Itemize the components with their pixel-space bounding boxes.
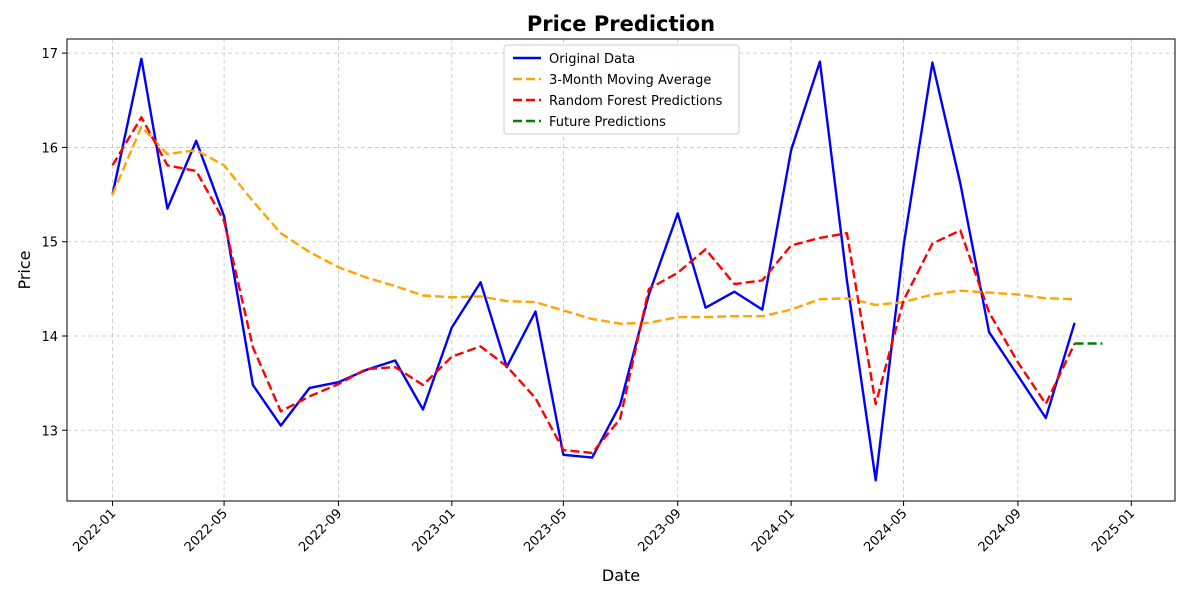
legend: Original Data 3-Month Moving Average Rando… [503,44,740,135]
chart-title: Price Prediction [527,12,715,36]
y-axis-label: Price [15,250,34,289]
legend-label: 3-Month Moving Average [549,73,711,88]
legend-label: Original Data [549,52,635,67]
y-tick-label: 17 [41,47,58,62]
grid [67,39,1175,501]
legend-label: Random Forest Predictions [549,94,723,109]
series-line-original-data [111,57,1076,482]
y-tick-label: 14 [41,330,58,345]
y-tick-label: 16 [41,141,58,156]
y-tick-label: 15 [41,236,58,251]
legend-box [503,44,740,135]
plot-frame [66,38,1176,502]
legend-label: Future Predictions [549,115,666,130]
series-layer [111,57,1103,482]
series-line-3-month-moving-average [111,125,1075,325]
y-tick-label: 13 [41,424,58,439]
x-axis-label: Date [602,566,640,585]
series-line-random-forest-predictions [111,116,1076,455]
